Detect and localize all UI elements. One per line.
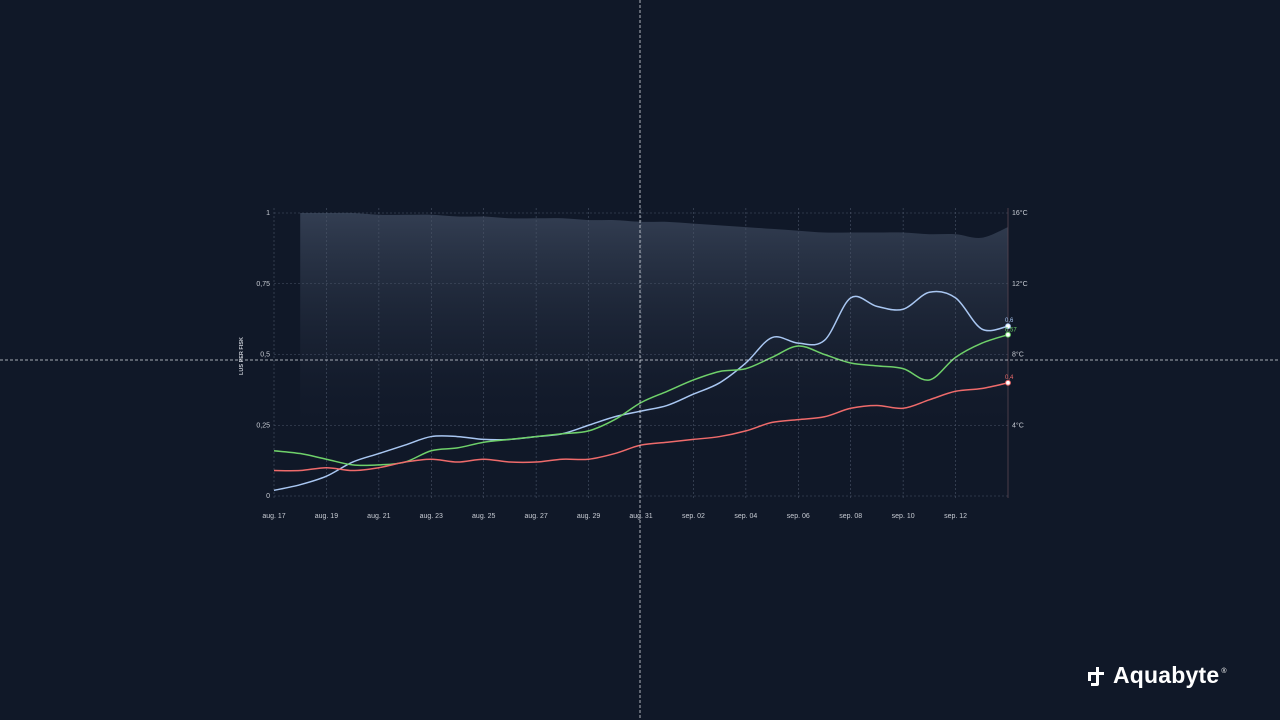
temperature-area	[300, 212, 1008, 426]
series-end-label-blue: 0,6	[1005, 318, 1014, 324]
y-tick-label: 0	[266, 493, 270, 500]
y-tick-label: 0,75	[256, 281, 270, 288]
x-tick-label: aug. 21	[367, 513, 390, 520]
x-tick-label: aug. 23	[420, 513, 443, 520]
x-tick-label: aug. 27	[524, 513, 547, 520]
y2-tick-label: 12°C	[1012, 280, 1028, 288]
x-tick-label: sep. 12	[944, 513, 967, 520]
y2-tick-label: 4°C	[1012, 421, 1024, 429]
series-endpoint-blue	[1005, 323, 1011, 330]
chart-series	[273, 290, 1011, 492]
x-tick-label: aug. 31	[629, 513, 652, 520]
chart-axes: 0,6 0,57 0,4 0 0,25 0,5 0,75 1 4°C 8°C 12°C 16°C aug…	[256, 209, 1027, 520]
y-tick-label: 1	[266, 210, 270, 217]
y-axis-title: LUS PER FISK	[239, 337, 245, 375]
series-end-label-green: 0,57	[1005, 328, 1017, 334]
y2-tick-label: 16°C	[1012, 209, 1028, 217]
x-tick-label: sep. 10	[892, 513, 915, 520]
x-tick-label: sep. 06	[787, 513, 810, 520]
y2-tick-label: 8°C	[1012, 351, 1024, 359]
series-end-label-red: 0,4	[1005, 375, 1014, 381]
x-tick-label: sep. 08	[839, 513, 862, 520]
x-tick-label: aug. 25	[472, 513, 495, 520]
series-endpoint-red	[1005, 379, 1011, 386]
y-tick-label: 0,25	[256, 422, 270, 429]
series-line-blue	[273, 290, 1009, 492]
brand-logo: Aquabyte ®	[1084, 662, 1227, 689]
chart-grid	[273, 208, 1008, 498]
aquabyte-logo-icon	[1088, 666, 1104, 686]
x-tick-label: sep. 04	[734, 513, 757, 520]
series-endpoint-green	[1005, 331, 1011, 338]
x-tick-label: aug. 17	[262, 513, 285, 520]
x-tick-label: sep. 02	[682, 513, 705, 520]
brand-registered-mark: ®	[1221, 668, 1227, 675]
brand-name: Aquabyte	[1113, 662, 1220, 688]
x-tick-label: aug. 19	[315, 513, 338, 520]
temperature-area-path	[300, 212, 1008, 426]
y-tick-label: 0,5	[260, 352, 270, 359]
series-line-red	[273, 382, 1009, 472]
x-tick-label: aug. 29	[577, 513, 600, 520]
